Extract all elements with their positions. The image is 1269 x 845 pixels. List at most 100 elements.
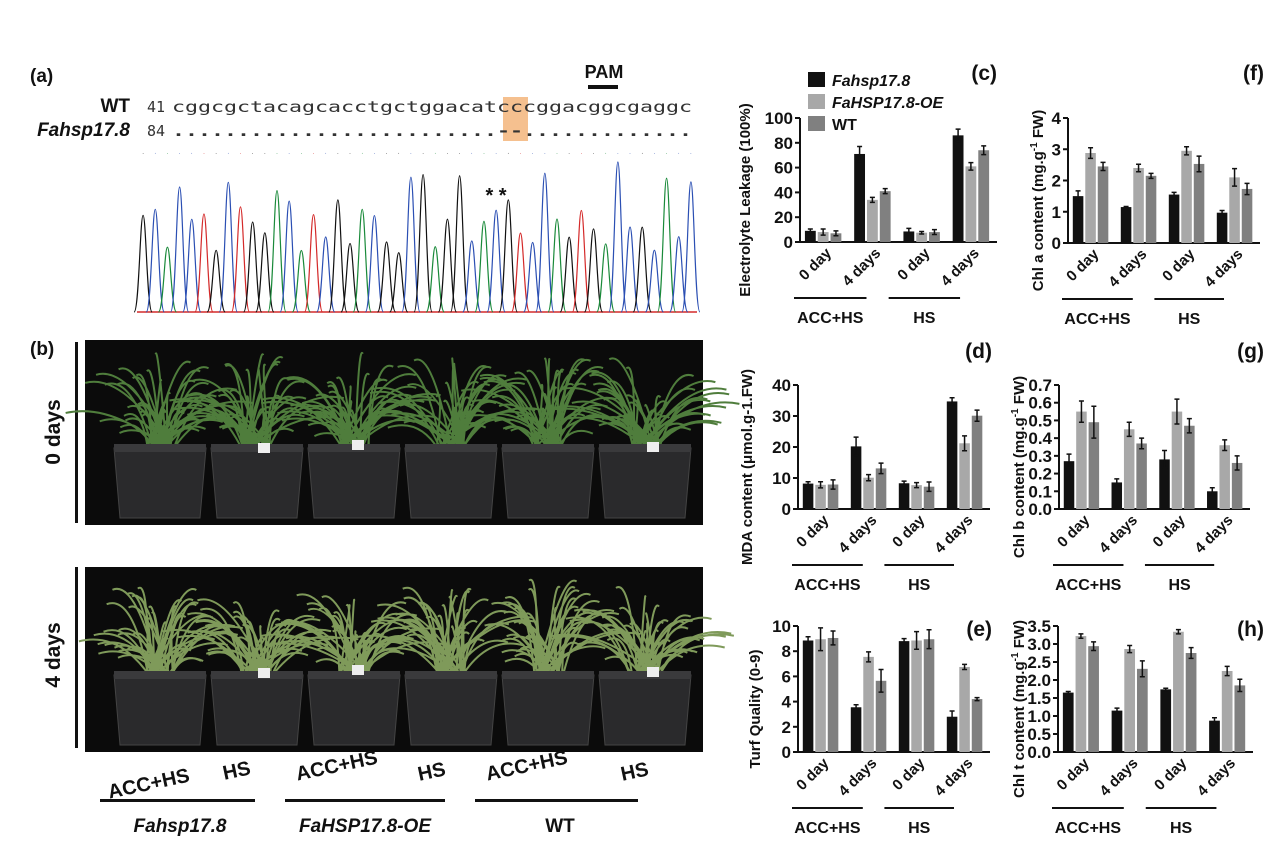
- plant-pot: [404, 674, 498, 746]
- x-tick-label: 0 day: [796, 244, 836, 284]
- y-tick-label: 4: [782, 693, 792, 712]
- trace-peak: [145, 208, 165, 313]
- trace-peak: [182, 218, 202, 313]
- bar-h-2-2: [1185, 653, 1197, 752]
- error-bar: [1139, 437, 1145, 450]
- plant-pot: [210, 674, 304, 746]
- y-axis-label: Chl b content (mg.g-1 FW): [1010, 376, 1028, 558]
- x-tick-label: 4 days: [1105, 246, 1150, 291]
- plant-tag: [258, 443, 270, 453]
- error-bar: [926, 629, 932, 650]
- bar-c-2-1: [879, 191, 891, 242]
- y-axis-label-text: MDA content (μmol.g-1.FW): [739, 369, 756, 565]
- trace-peak: [170, 186, 190, 313]
- group-label: HS: [1168, 577, 1191, 594]
- legend-swatch: [808, 116, 825, 131]
- plant-tag: [647, 442, 659, 452]
- y-tick-label: 1.0: [1027, 707, 1051, 726]
- error-bar: [906, 227, 912, 236]
- bar-e-1-1: [863, 656, 874, 752]
- y-axis-label-text: Chl b content (mg.g: [1011, 417, 1028, 558]
- y-tick-label: 0.4: [1028, 429, 1052, 448]
- y-tick-label: 0.6: [1028, 394, 1052, 413]
- bar-h-0-2: [1160, 689, 1172, 752]
- base-call-mark: ·: [276, 151, 278, 157]
- panel-label: (e): [966, 618, 992, 641]
- bar-d-0-2: [898, 483, 910, 509]
- bar-h-2-3: [1234, 685, 1246, 752]
- error-bar: [1196, 155, 1202, 173]
- x-tick-label: 0 day: [1054, 511, 1094, 551]
- genotype-line: [100, 799, 255, 802]
- y-tick-label: 2.5: [1027, 653, 1051, 672]
- bar-f-1-2: [1181, 150, 1192, 243]
- bar-d-1-0: [815, 484, 826, 509]
- trace-peak: [413, 173, 433, 313]
- bar-e-2-2: [923, 639, 935, 752]
- plant-pot: [501, 674, 595, 746]
- trace-peak: [255, 232, 275, 313]
- bar-g-0-2: [1159, 459, 1170, 509]
- plant-pot: [598, 447, 692, 519]
- trace-peak: [450, 175, 470, 313]
- trace-peak: [474, 220, 494, 313]
- base-call-mark: ·: [264, 151, 266, 157]
- bar-e-0-2: [898, 641, 910, 752]
- bar-f-1-3: [1229, 177, 1240, 243]
- group-label: HS: [908, 820, 931, 837]
- error-bar: [830, 630, 836, 646]
- error-bar: [1126, 421, 1132, 438]
- trace-peak: [523, 241, 543, 313]
- bar-c-2-3: [978, 150, 990, 242]
- base-call-mark: ·: [580, 151, 582, 157]
- pot-rim: [405, 671, 497, 679]
- base-call-mark: ·: [434, 151, 436, 157]
- bar-g-1-2: [1171, 411, 1183, 509]
- trace-peak: [316, 236, 336, 313]
- y-tick-label: 40: [774, 183, 793, 202]
- genotype-line: [285, 799, 445, 802]
- base-call-mark: ·: [398, 151, 400, 157]
- y-axis-label-text: Chl a content (mg.g: [1030, 151, 1047, 291]
- bar-d-2-0: [827, 484, 839, 509]
- error-bar: [805, 480, 811, 487]
- base-call-mark: ·: [142, 151, 144, 157]
- error-bar: [1237, 678, 1243, 693]
- bar-c-1-1: [866, 199, 878, 242]
- base-call-mark: ·: [653, 151, 655, 157]
- group-label: ACC+HS: [794, 577, 861, 594]
- error-bar: [1219, 209, 1225, 216]
- trace-peak: [571, 209, 591, 313]
- y-tick-label: 20: [772, 438, 791, 457]
- error-bar: [1224, 665, 1230, 677]
- error-bar: [962, 663, 968, 671]
- trace-peak: [498, 199, 518, 313]
- x-tick-label: 4 days: [931, 755, 976, 800]
- error-bar: [1127, 644, 1133, 654]
- error-bar: [869, 196, 875, 204]
- legend-swatch: [808, 72, 825, 87]
- y-tick-label: 80: [774, 134, 793, 153]
- genotype-label: WT: [545, 816, 575, 837]
- error-bar: [949, 710, 955, 724]
- bar-h-1-3: [1221, 671, 1233, 752]
- pot-rim: [211, 671, 303, 679]
- pot-rim: [114, 671, 206, 679]
- y-tick-label: 2.0: [1027, 671, 1051, 690]
- base-call-mark: ·: [422, 151, 424, 157]
- error-bar: [949, 396, 955, 406]
- error-bar: [962, 435, 968, 452]
- error-bar: [914, 481, 920, 489]
- x-tick-label: 4 days: [1194, 755, 1239, 800]
- y-axis-label-text: Turf Quality (0-9): [747, 650, 764, 769]
- panel-b-label: (b): [30, 339, 54, 360]
- chromatogram: · · · · · · · · · · · · · · · · · · · · · · · · · · · · · · · · · · · · · · · ·…: [133, 151, 701, 313]
- x-tick-label: 4 days: [938, 245, 983, 290]
- x-tick-label: 0 day: [1150, 511, 1190, 551]
- y-axis-label: Chl a content (mg.g-1 FW): [1029, 110, 1047, 291]
- legend: Fahsp17.8 FaHSP17.8-OE WT: [808, 72, 944, 134]
- trace-peak: [583, 228, 604, 313]
